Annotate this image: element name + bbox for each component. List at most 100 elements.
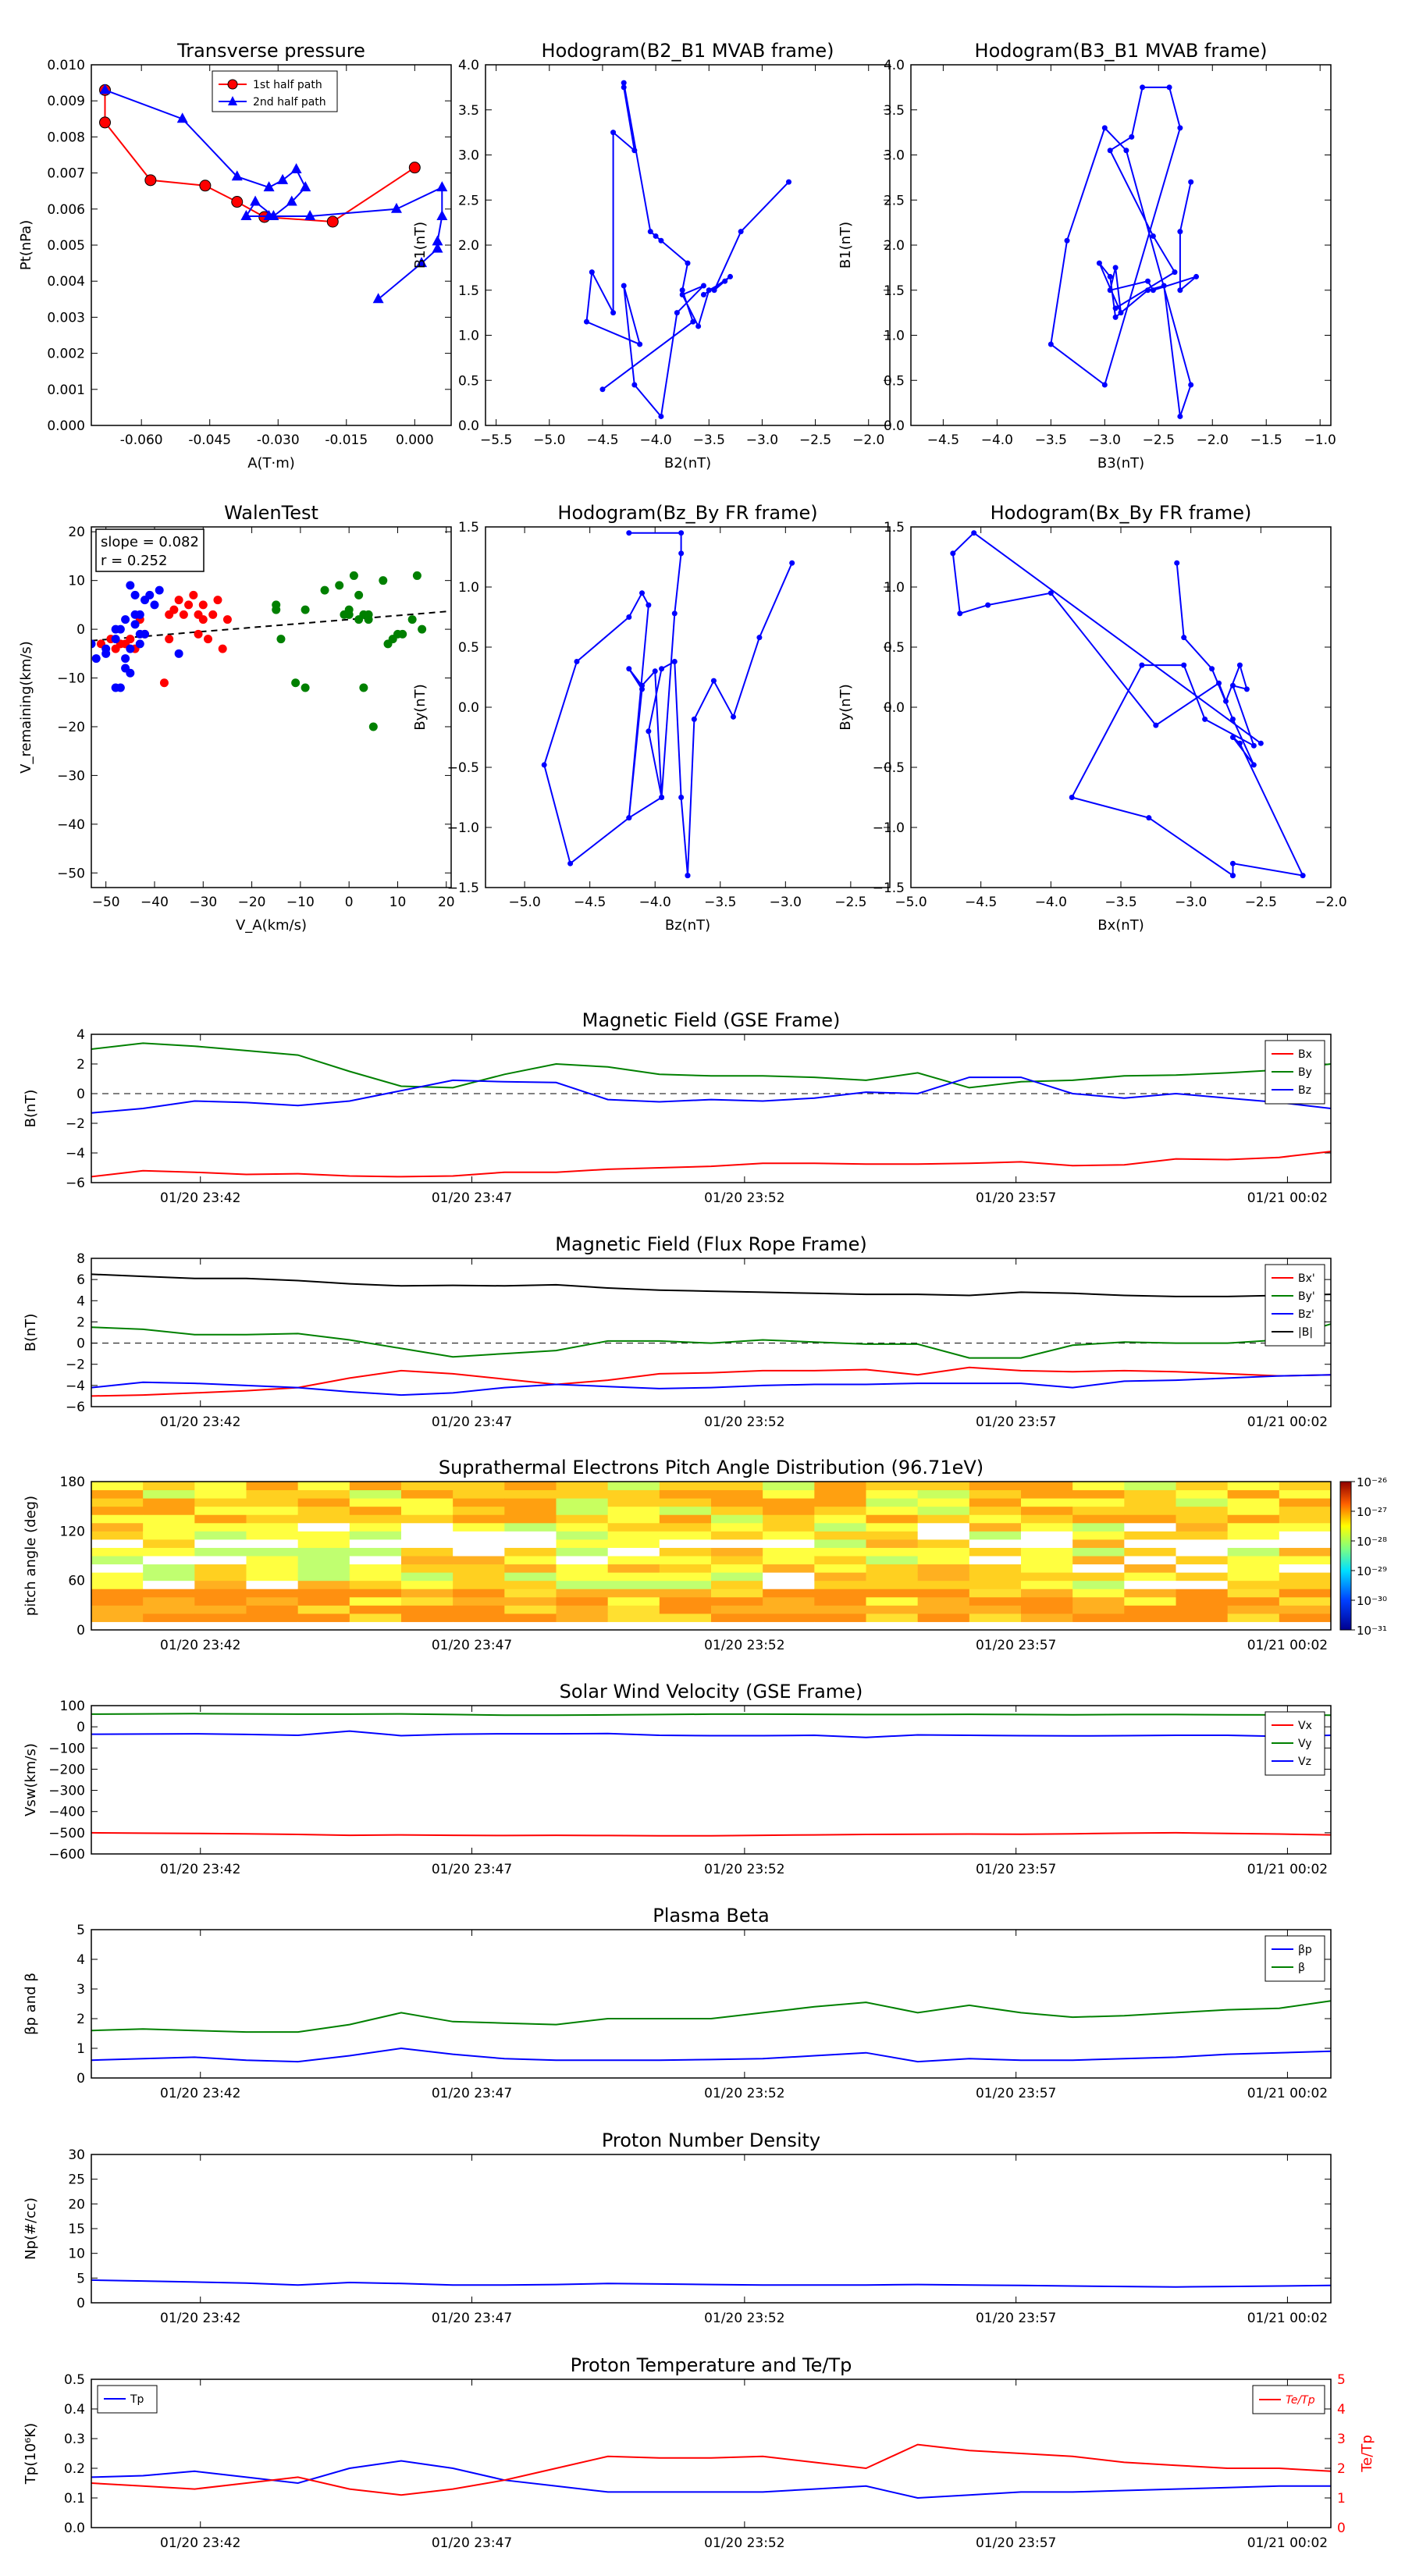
y-tick-label: 0.003 [47, 310, 85, 326]
heatmap-cell [607, 1589, 660, 1598]
fit-line [91, 610, 451, 642]
data-marker [1250, 742, 1257, 749]
heatmap-cell [763, 1613, 815, 1622]
x-tick-label: 20 [438, 895, 455, 910]
heatmap-cell [556, 1556, 609, 1565]
heatmap-cell [711, 1613, 763, 1622]
heatmap-cell [504, 1489, 557, 1499]
heatmap-cell [297, 1539, 350, 1548]
y-tick-label: 2 [76, 1315, 85, 1330]
heatmap-cell [1124, 1514, 1176, 1524]
scatter-point [111, 635, 120, 644]
y-tick-label-right: 0 [1337, 2521, 1346, 2536]
heatmap-cell [866, 1564, 919, 1573]
heatmap-cell [814, 1531, 866, 1540]
heatmap-cell [453, 1531, 505, 1540]
heatmap-cell [866, 1506, 919, 1515]
data-marker [1202, 716, 1208, 722]
x-axis-label: A(T·m) [247, 455, 295, 471]
heatmap-cell [607, 1498, 660, 1507]
heatmap-cell [711, 1572, 763, 1582]
chart-title: WalenTest [224, 502, 318, 524]
heatmap-cell [659, 1596, 712, 1606]
heatmap-cell [1279, 1621, 1332, 1631]
data-marker [647, 229, 653, 235]
heatmap-cell [1072, 1489, 1125, 1499]
heatmap-cell [91, 1514, 144, 1524]
heatmap-cell [504, 1613, 557, 1622]
heatmap-cell [453, 1498, 505, 1507]
heatmap-cell [659, 1613, 712, 1622]
heatmap-cell [607, 1596, 660, 1606]
x-tick-label: −30 [189, 895, 217, 910]
heatmap-cell [969, 1506, 1022, 1515]
x-tick-label: −10 [286, 895, 315, 910]
heatmap-cell [1176, 1482, 1229, 1491]
hodogram-b3-b1-chart: Hodogram(B3_B1 MVAB frame) −4.5 −4.0 −3.5 −3… [838, 40, 1336, 471]
data-marker [756, 635, 763, 641]
heatmap-cell [814, 1621, 866, 1631]
legend-label: Vy [1298, 1738, 1312, 1750]
heatmap-cell [246, 1498, 299, 1507]
x-tick-label: 0.000 [396, 432, 434, 448]
heatmap-cell [659, 1539, 712, 1548]
legend-label: Bz [1298, 1084, 1311, 1097]
chart-title: Plasma Beta [653, 1905, 769, 1927]
data-marker [432, 235, 443, 246]
data-marker [1048, 341, 1054, 347]
heatmap-cell [1021, 1572, 1073, 1582]
y-tick-label: 1.5 [458, 283, 479, 299]
heatmap-cell [1021, 1514, 1073, 1524]
plot-area [950, 530, 1306, 879]
data-marker [610, 310, 617, 316]
data-marker [1250, 762, 1257, 768]
heatmap-cell [504, 1539, 557, 1548]
scatter-point [135, 639, 144, 649]
heatmap-cell [969, 1613, 1022, 1622]
y-tick-label: 2.0 [884, 238, 905, 254]
data-marker [1229, 716, 1236, 722]
heatmap-cell [1279, 1580, 1332, 1589]
data-marker [626, 614, 632, 620]
x-tick-label: −4.0 [639, 895, 671, 910]
heatmap-cell [246, 1580, 299, 1589]
data-marker [685, 873, 691, 879]
heatmap-cell [1021, 1556, 1073, 1565]
heatmap-cell [504, 1589, 557, 1598]
heatmap-cell [91, 1556, 144, 1565]
heatmap-cell [969, 1489, 1022, 1499]
y-tick-label: 4.0 [884, 58, 905, 73]
heatmap-cell [504, 1572, 557, 1582]
scatter-point [165, 635, 174, 644]
data-marker [1209, 666, 1215, 672]
scatter-point [155, 585, 164, 595]
data-marker [700, 292, 706, 298]
y-tick-label: 1.0 [884, 580, 905, 596]
heatmap-cell [1176, 1514, 1229, 1524]
heatmap-cell [607, 1506, 660, 1515]
heatmap-cell [401, 1522, 454, 1532]
heatmap-cell [1227, 1539, 1280, 1548]
data-marker [250, 195, 261, 206]
heatmap-cell [401, 1580, 454, 1589]
heatmap-cell [1176, 1564, 1229, 1573]
y-tick-label: 0.009 [47, 94, 85, 109]
heatmap-cell [556, 1498, 609, 1507]
heatmap-cell [297, 1514, 350, 1524]
heatmap-cell [297, 1572, 350, 1582]
data-marker [1181, 662, 1187, 668]
data-marker [1150, 233, 1156, 239]
heatmap-cell [297, 1547, 350, 1557]
series-line [91, 1151, 1332, 1178]
x-tick-label: −4.0 [981, 432, 1013, 448]
pitch-angle-distribution-chart: Suprathermal Electrons Pitch Angle Distr… [23, 1457, 1387, 1653]
data-marker [1177, 125, 1183, 131]
heatmap-cell [556, 1547, 609, 1557]
y-tick-label: −6 [66, 1176, 85, 1191]
y-tick-label: −1.5 [873, 881, 905, 896]
data-marker [390, 202, 402, 213]
heatmap-cell [194, 1589, 247, 1598]
scatter-point [335, 581, 344, 590]
heatmap-cell [401, 1605, 454, 1614]
heatmap-cell [1176, 1498, 1229, 1507]
